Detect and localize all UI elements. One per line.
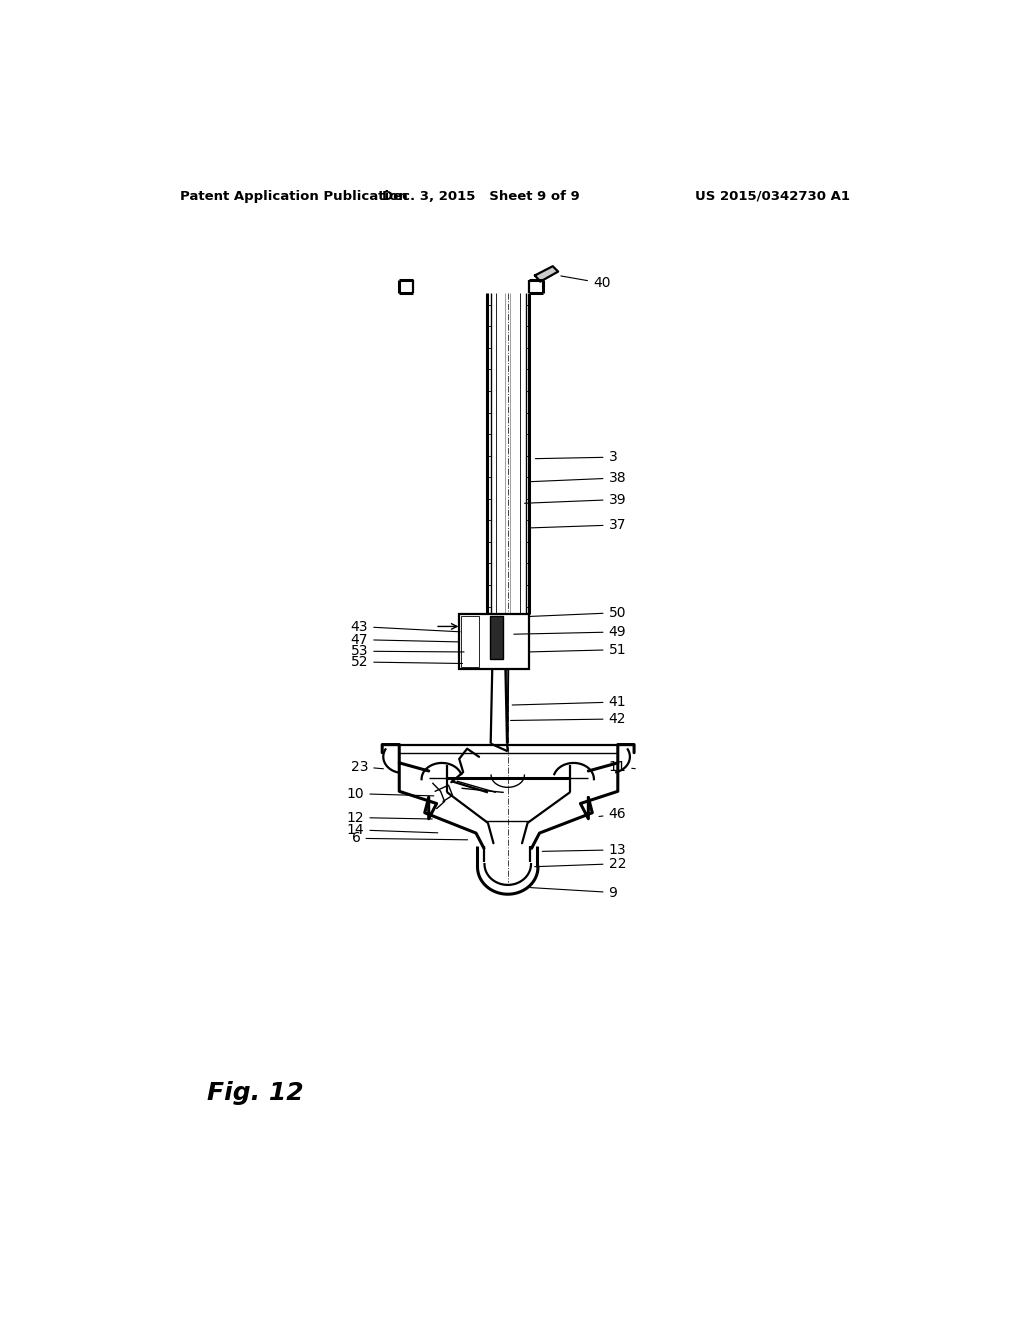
Text: Patent Application Publication: Patent Application Publication [179, 190, 408, 202]
Text: 39: 39 [524, 492, 626, 507]
Text: 12: 12 [347, 810, 432, 825]
Text: 46: 46 [599, 808, 626, 821]
Text: 10: 10 [347, 787, 434, 801]
Text: 50: 50 [529, 606, 626, 619]
Text: 49: 49 [514, 624, 626, 639]
Text: 23: 23 [351, 760, 383, 774]
Text: 13: 13 [543, 843, 626, 857]
Text: 9: 9 [530, 886, 617, 899]
Text: 22: 22 [535, 857, 626, 871]
Text: 3: 3 [536, 450, 617, 465]
Text: 52: 52 [351, 655, 463, 669]
Text: 43: 43 [351, 619, 460, 634]
Text: US 2015/0342730 A1: US 2015/0342730 A1 [695, 190, 850, 202]
Text: 47: 47 [351, 632, 459, 647]
Text: 41: 41 [512, 696, 626, 709]
Text: Fig. 12: Fig. 12 [207, 1081, 304, 1105]
Bar [459, 614, 529, 669]
Text: 6: 6 [351, 832, 468, 845]
Text: 38: 38 [530, 471, 626, 484]
Polygon shape [535, 267, 558, 281]
Text: 11: 11 [608, 760, 635, 774]
Text: 37: 37 [529, 517, 626, 532]
Text: 53: 53 [351, 644, 464, 659]
Text: 42: 42 [511, 711, 626, 726]
Text: 40: 40 [561, 276, 610, 290]
Text: Dec. 3, 2015   Sheet 9 of 9: Dec. 3, 2015 Sheet 9 of 9 [382, 190, 580, 202]
Bar [489, 616, 503, 659]
Text: 14: 14 [347, 822, 438, 837]
Text: 51: 51 [529, 643, 626, 656]
Bar [461, 616, 479, 667]
